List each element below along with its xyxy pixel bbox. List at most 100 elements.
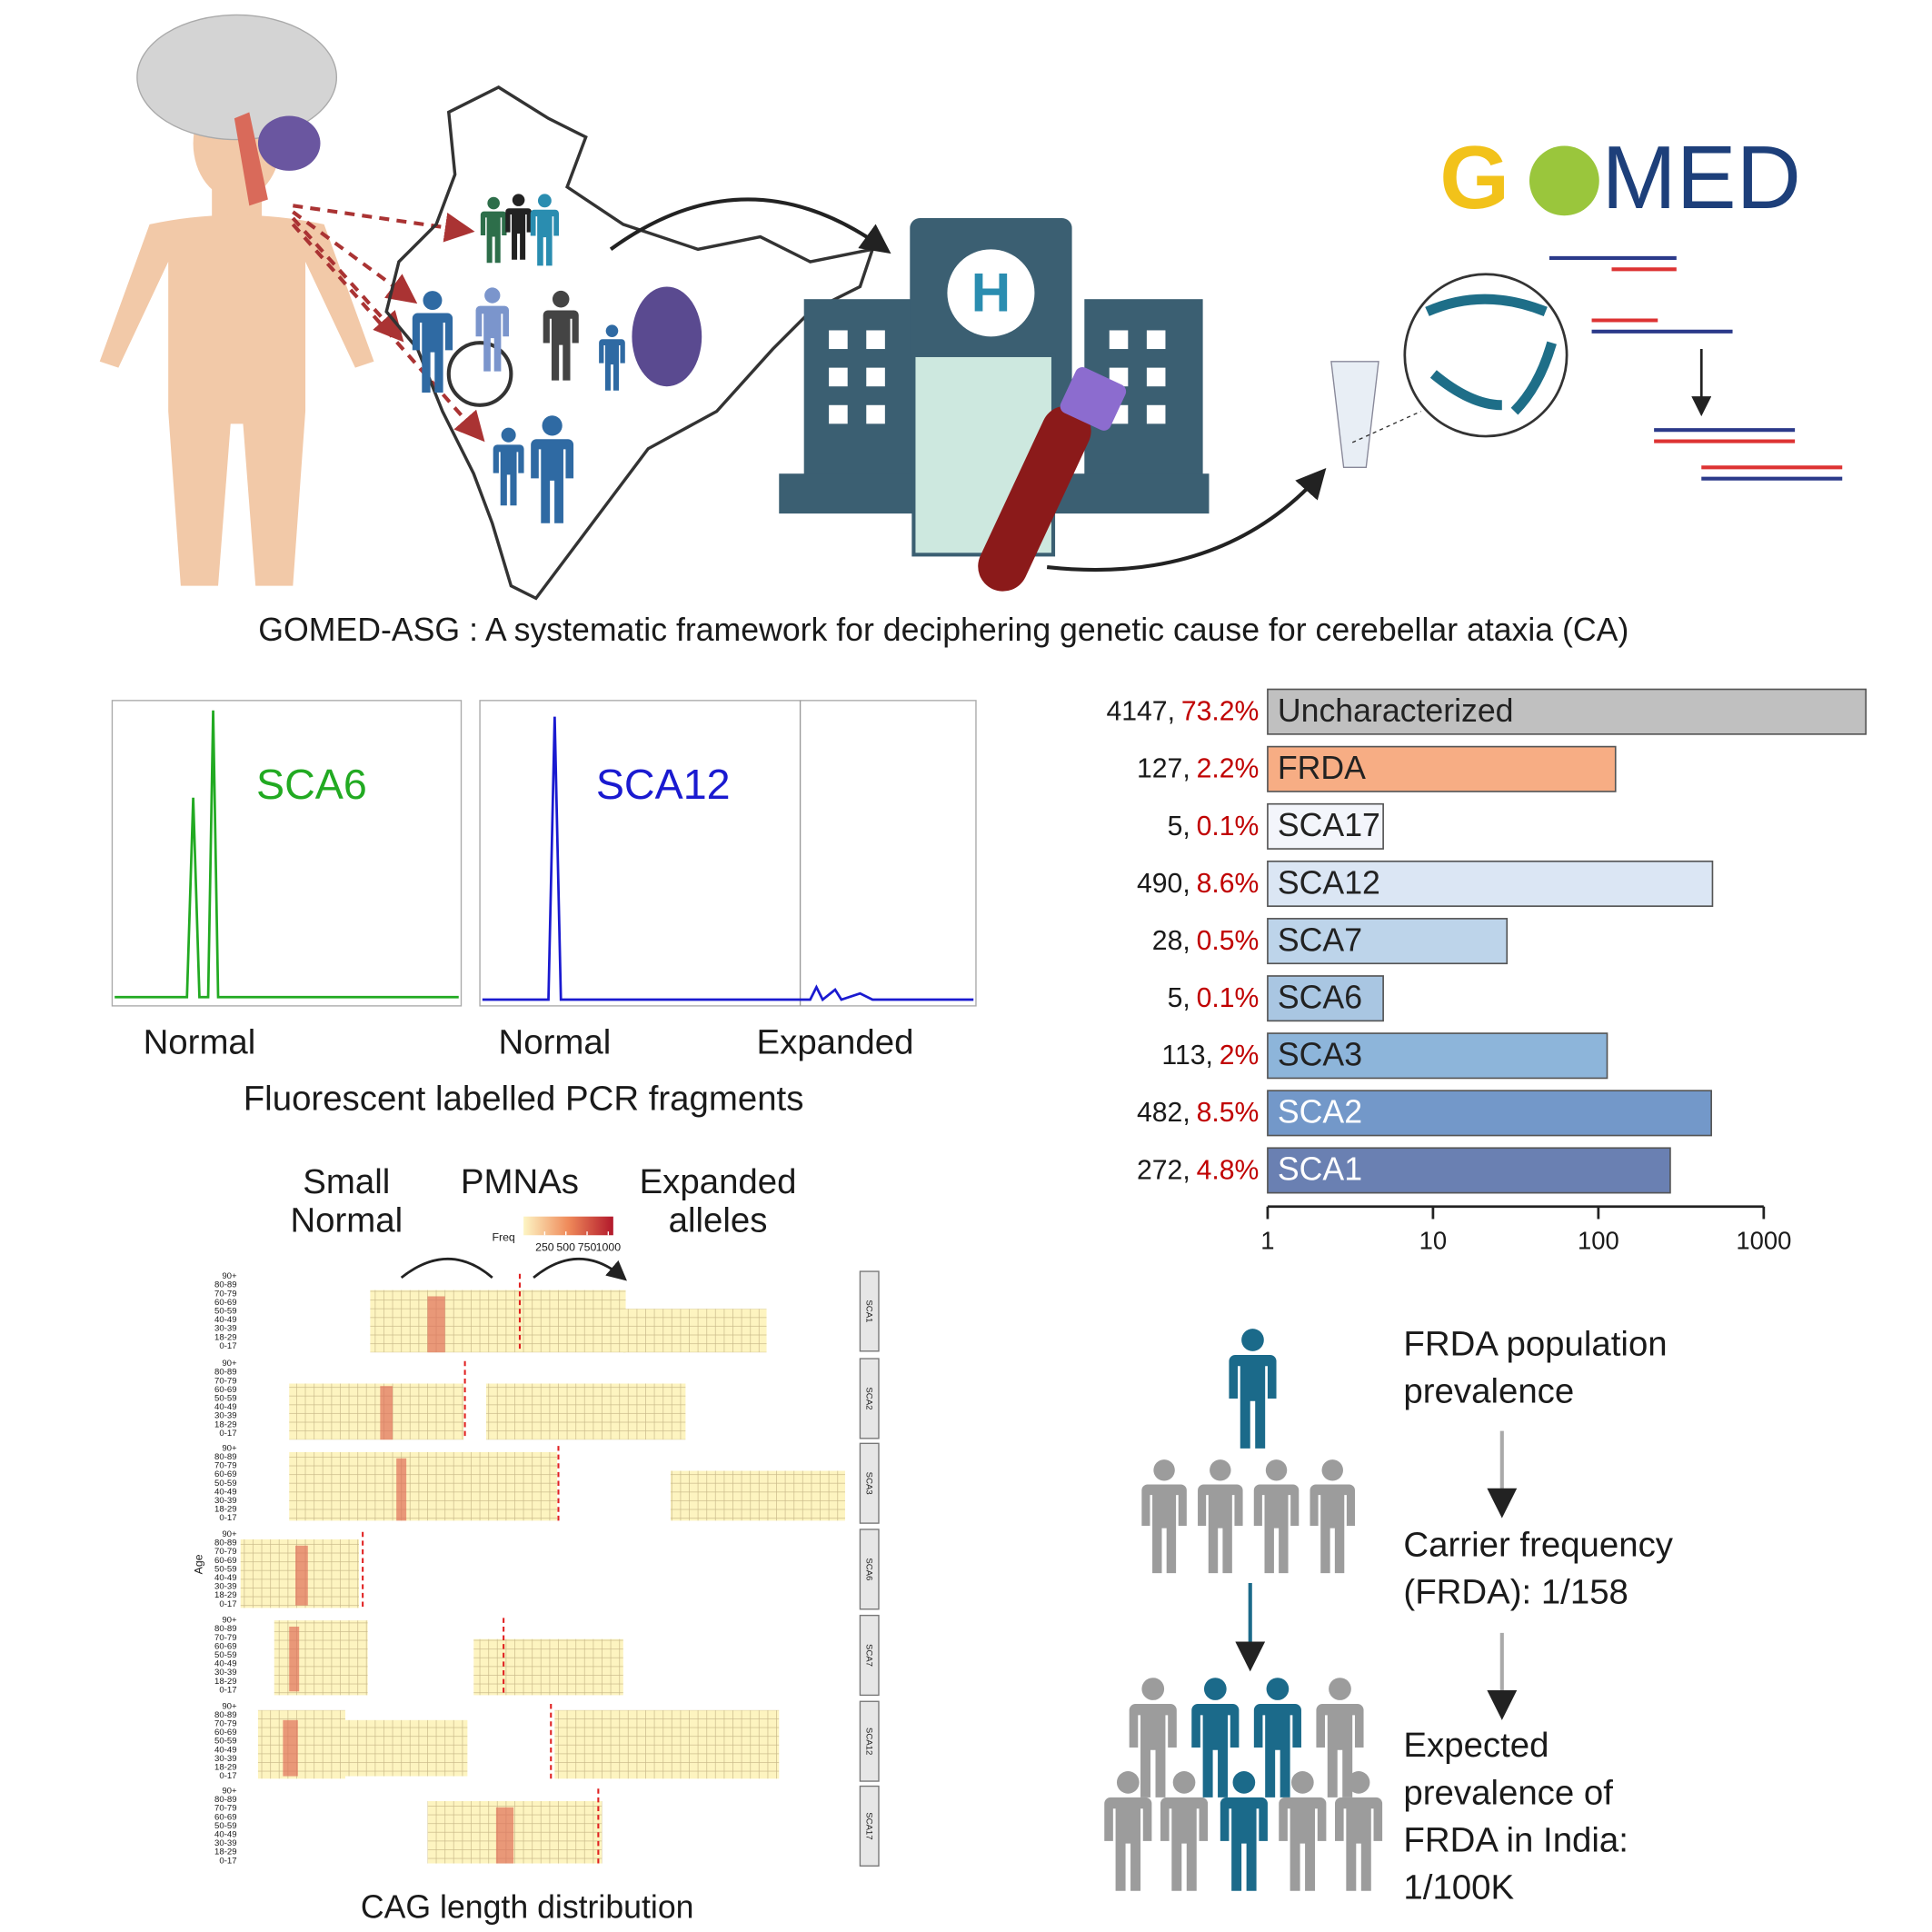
age-label: 50-59 [214,1564,237,1574]
heatmap-header: alleles [669,1201,768,1240]
age-label: 90+ [222,1701,237,1711]
logo-g: G [1439,127,1509,227]
age-label: 80-89 [214,1710,237,1720]
bar [1267,688,1867,735]
bar-label: FRDA [1278,750,1366,786]
age-label: 0-17 [219,1771,236,1781]
value-label: 4147, 73.2% [1106,697,1259,727]
bar-label: SCA6 [1278,979,1362,1015]
age-label: 30-39 [214,1324,237,1334]
facet-label: SCA17 [863,1812,873,1839]
heatmap-block [670,1470,845,1521]
heatmap-hotspot [283,1719,298,1777]
heatmap-header: Expanded [640,1162,797,1201]
count-label: 127, [1137,754,1190,784]
age-label: 70-79 [214,1547,237,1557]
age-label: 30-39 [214,1496,237,1506]
age-label: 18-29 [214,1332,237,1342]
bar-label: SCA2 [1278,1094,1362,1130]
age-label: 80-89 [214,1368,237,1378]
count-label: 28, [1152,926,1190,956]
bar-label: Uncharacterized [1278,692,1514,729]
age-label: 70-79 [214,1804,237,1814]
bar-label: SCA12 [1278,864,1380,901]
heatmap-block [370,1290,626,1353]
age-label: 50-59 [214,1479,237,1489]
facet-strip [859,1442,880,1524]
human-figure [99,87,374,586]
age-label: 0-17 [219,1685,236,1695]
peak-label: Normal [144,1023,256,1062]
frda-step: prevalence [1403,1372,1574,1411]
bar [1267,975,1384,1022]
age-label: 40-49 [214,1659,237,1669]
people-icons [412,194,702,523]
age-label: 90+ [222,1529,237,1539]
age-label: 60-69 [214,1812,237,1822]
legend-tick-label: 500 [556,1240,575,1253]
bar [1267,860,1714,907]
heatmap-header: Small [303,1162,390,1201]
age-label: 0-17 [219,1429,236,1439]
frda-step: 1/100K [1403,1868,1514,1907]
age-label: 90+ [222,1787,237,1797]
percent-label: 0.1% [1197,983,1260,1013]
percent-label: 4.8% [1197,1155,1260,1185]
frda-step: FRDA population [1403,1324,1667,1363]
age-label: 60-69 [214,1385,237,1395]
age-label: 40-49 [214,1315,237,1325]
heatmap-hotspot [396,1458,407,1521]
bar-label: SCA3 [1278,1037,1362,1073]
heatmap-hotspot [495,1807,514,1864]
facet-strip [859,1614,880,1697]
age-label: 18-29 [214,1505,237,1515]
frda-people [1104,1329,1518,1891]
panel-label: SCA6 [256,761,367,808]
peak-label: Expanded [757,1023,914,1062]
india-map [384,85,875,601]
value-label: 28, 0.5% [1152,926,1260,956]
age-label: 30-39 [214,1668,237,1678]
age-label: 30-39 [214,1582,237,1592]
heatmap-hotspot [380,1386,393,1440]
facet-label: SCA2 [863,1387,873,1409]
value-label: 113, 2% [1161,1041,1259,1071]
hospital-letter: H [971,261,1011,323]
age-label: 0-17 [219,1599,236,1609]
pcr-title: Fluorescent labelled PCR fragments [244,1079,804,1118]
bar-label: SCA1 [1278,1151,1362,1188]
value-label: 482, 8.5% [1137,1098,1259,1128]
age-label: 50-59 [214,1650,237,1660]
legend-tick-label: 250 [535,1240,554,1253]
bar [1267,918,1509,965]
heatmap-block [257,1709,345,1779]
facet-strip [859,1358,880,1439]
logo-med: MED [1602,127,1801,227]
bar-label: SCA7 [1278,921,1362,958]
age-label: 40-49 [214,1487,237,1497]
heatmap-block [289,1383,464,1440]
heatmap-block [473,1638,623,1696]
age-label: 18-29 [214,1419,237,1429]
heatmap-header: PMNAs [461,1162,579,1201]
facet-label: SCA3 [863,1472,873,1495]
header-arrows [400,1258,623,1278]
bar [1267,745,1617,792]
percent-label: 0.5% [1197,926,1260,956]
x-tick-label: 1 [1260,1227,1274,1255]
count-label: 272, [1137,1155,1190,1185]
heatmap-hotspot [427,1296,445,1353]
age-label: 90+ [222,1271,237,1281]
age-label: 80-89 [214,1280,237,1290]
age-label: 40-49 [214,1402,237,1412]
age-label: 60-69 [214,1641,237,1651]
age-label: 60-69 [214,1556,237,1566]
age-label: 0-17 [219,1513,236,1523]
age-label: 50-59 [214,1737,237,1747]
count-label: 4147, [1106,697,1174,727]
frda-step: Carrier frequency [1403,1525,1673,1564]
logo: G MED [1439,127,1801,227]
heatmap-block [622,1309,767,1353]
age-label: 40-49 [214,1573,237,1583]
